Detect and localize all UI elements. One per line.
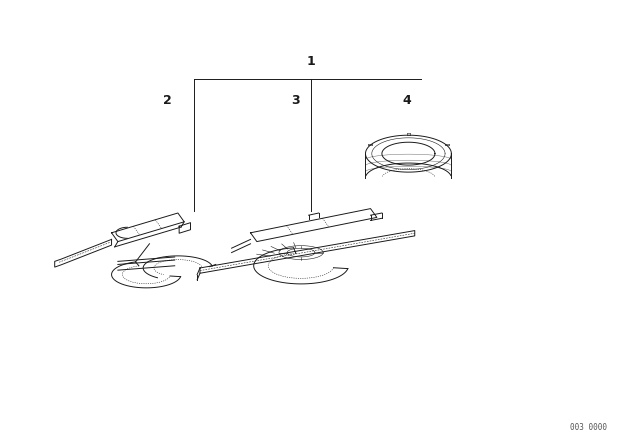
Text: 3: 3: [291, 95, 300, 108]
Text: 2: 2: [163, 95, 172, 108]
Text: 4: 4: [403, 95, 412, 108]
Text: 1: 1: [306, 55, 315, 68]
Text: 003 0000: 003 0000: [570, 422, 607, 431]
